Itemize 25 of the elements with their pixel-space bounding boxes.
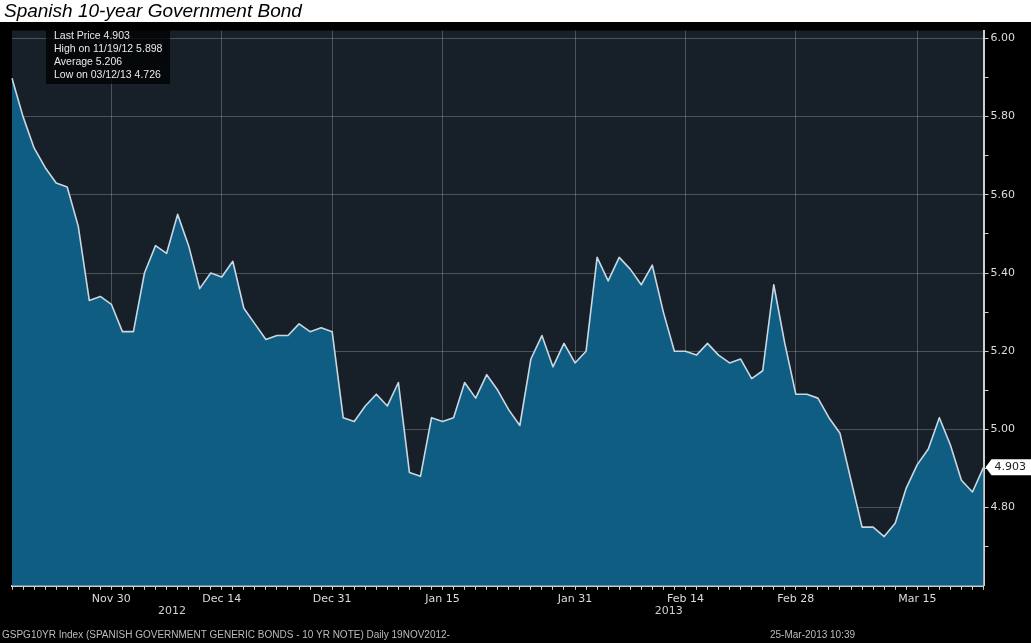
text: GSPG10YR Index (SPANISH GOVERNMENT GENERIC BONDS - 10 YR NOTE) Daily 19NOV2012- xyxy=(2,628,450,642)
annotation: Last Price 4.903 xyxy=(54,29,131,42)
y-tick-label: 5.60 xyxy=(990,187,1016,201)
chart-title: Spanish 10-year Government Bond xyxy=(3,0,304,22)
annotation: High on 11/19/12 5.898 xyxy=(54,42,163,55)
x-tick-label: Mar 15 xyxy=(898,592,937,606)
annotation: Low on 03/12/13 4.726 xyxy=(54,68,162,81)
x-tick-label: Jan 15 xyxy=(424,592,460,606)
x-tick-label: Jan 31 xyxy=(556,592,593,606)
x-tick-label: Nov 30 xyxy=(91,592,131,606)
y-tick-label: 5.20 xyxy=(990,344,1016,358)
y-tick-label: 6.00 xyxy=(990,31,1016,45)
x-tick-label: Feb 28 xyxy=(777,592,815,606)
y-tick-label: 5.80 xyxy=(990,109,1016,123)
x-tick-label: Feb 14 xyxy=(666,592,704,606)
x-tick-label: Dec 31 xyxy=(312,592,352,606)
data-label: 4.903 xyxy=(994,460,1027,474)
y-tick-label: 5.40 xyxy=(990,265,1016,279)
text: 25-Mar-2013 10:39 xyxy=(770,628,856,642)
text: 2012 xyxy=(158,604,187,618)
y-tick-label: 4.80 xyxy=(990,500,1016,514)
x-tick-label: Dec 14 xyxy=(202,592,242,606)
annotation: Average 5.206 xyxy=(54,55,124,68)
y-tick-label: 5.00 xyxy=(990,422,1016,436)
text: 2013 xyxy=(654,604,683,618)
